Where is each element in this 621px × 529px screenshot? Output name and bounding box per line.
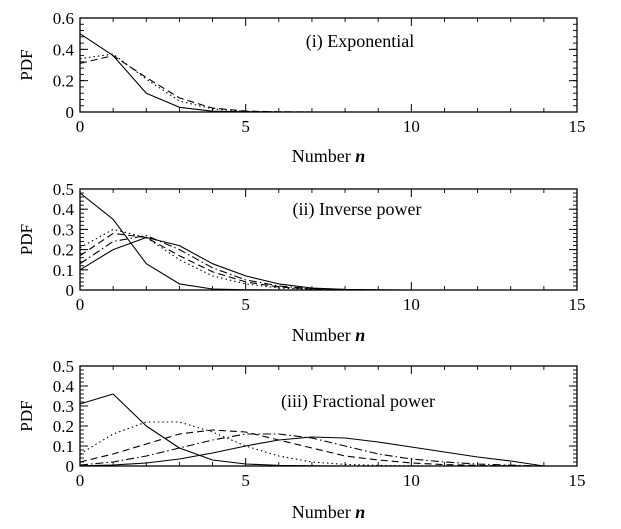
y-axis-label: PDF (17, 400, 36, 431)
x-tick-label: 0 (76, 117, 85, 136)
y-tick-label: 0 (66, 281, 75, 300)
x-axis-label: Number n (292, 325, 366, 345)
y-tick-label: 0.3 (53, 220, 74, 239)
y-tick-label: 0.5 (53, 357, 74, 376)
y-tick-label: 0.4 (53, 377, 75, 396)
y-tick-label: 0.6 (53, 9, 74, 28)
panel-title: (i) Exponential (306, 31, 414, 52)
plot-frame (79, 365, 578, 467)
x-tick-label: 5 (241, 117, 250, 136)
series-line-solid-5 (79, 436, 544, 467)
y-tick-label: 0.1 (53, 437, 74, 456)
x-tick-label: 15 (569, 471, 586, 490)
panel-2: 0 5 10 15 00.10.2 0.30.40.5 PDF Number n (ii) In… (17, 180, 586, 345)
series-line-dashed-3 (79, 429, 544, 467)
y-tick-label: 0 (66, 103, 75, 122)
series-line-dotted-2 (79, 53, 544, 113)
y-axis-label: PDF (17, 224, 36, 255)
x-tick-label: 0 (76, 295, 85, 314)
y-tick-label: 0.1 (53, 261, 74, 280)
x-tick-label: 5 (241, 471, 250, 490)
series-line-dashdot-4 (79, 433, 544, 467)
panel-3: 0 5 10 15 00.10.20.30.40.5 PDF Number n (iii) F… (17, 357, 586, 522)
x-tick-label: 5 (241, 295, 250, 314)
y-tick-label: 0.5 (53, 180, 74, 199)
y-axis-label: PDF (17, 49, 36, 80)
panel-title: (iii) Fractional power (281, 391, 435, 412)
x-tick-label: 15 (569, 295, 586, 314)
x-tick-label: 10 (403, 295, 420, 314)
x-axis-label: Number n (292, 502, 366, 522)
y-tick-label: 0.2 (53, 417, 74, 436)
y-tick-label: 0.2 (53, 72, 74, 91)
y-tick-label: 0.4 (53, 40, 75, 59)
series-line-dashed-3 (79, 55, 544, 113)
x-axis-label: Number n (292, 146, 366, 166)
y-tick-label: 0.3 (53, 397, 74, 416)
x-tick-label: 10 (403, 471, 420, 490)
x-tick-label: 10 (403, 117, 420, 136)
series-line-solid-5 (79, 236, 544, 291)
panel-1: 0 5 10 15 0 0.2 0.4 0.6 PDF Number n (i) Exponenti… (17, 9, 586, 166)
y-tick-label: 0 (66, 457, 75, 476)
series-line-dashdot-4 (79, 234, 544, 291)
y-tick-label: 0.2 (53, 241, 74, 260)
series-line-dotted-2 (79, 421, 544, 467)
panel-title: (ii) Inverse power (293, 199, 422, 220)
series-line-dashed-3 (79, 232, 544, 291)
x-tick-label: 0 (76, 471, 85, 490)
y-tick-label: 0.4 (53, 200, 75, 219)
x-tick-label: 15 (569, 117, 586, 136)
